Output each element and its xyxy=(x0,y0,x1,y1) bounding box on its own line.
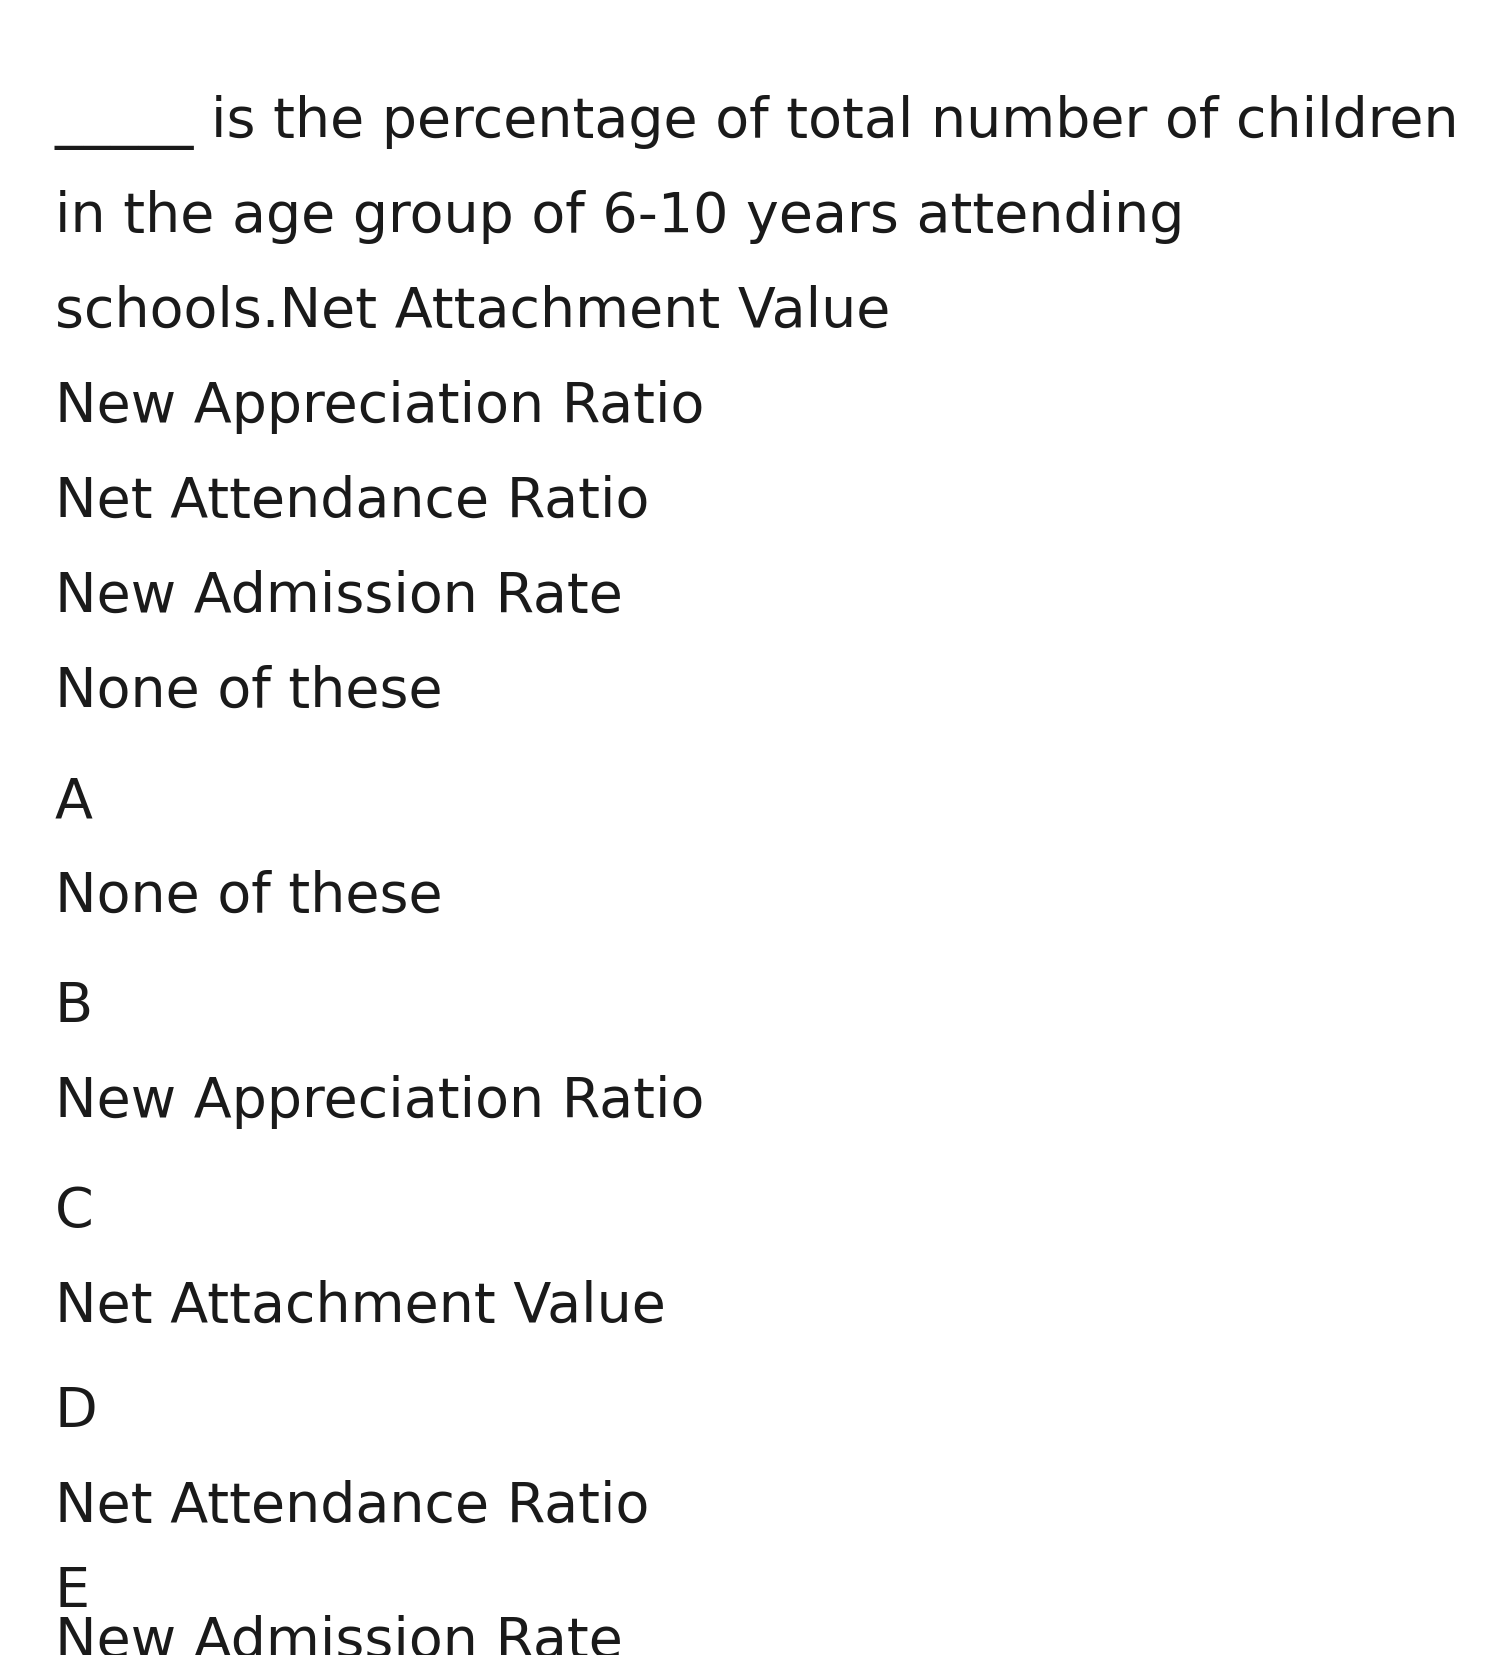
Text: A: A xyxy=(56,775,93,829)
Text: in the age group of 6-10 years attending: in the age group of 6-10 years attending xyxy=(56,190,1185,243)
Text: E: E xyxy=(56,1564,90,1619)
Text: B: B xyxy=(56,980,93,1033)
Text: New Admission Rate: New Admission Rate xyxy=(56,1614,622,1655)
Text: _____ is the percentage of total number of children: _____ is the percentage of total number … xyxy=(56,94,1460,151)
Text: Net Attachment Value: Net Attachment Value xyxy=(56,1279,666,1334)
Text: D: D xyxy=(56,1384,98,1438)
Text: schools.Net Attachment Value: schools.Net Attachment Value xyxy=(56,285,891,339)
Text: C: C xyxy=(56,1185,93,1238)
Text: New Admission Rate: New Admission Rate xyxy=(56,569,622,624)
Text: New Appreciation Ratio: New Appreciation Ratio xyxy=(56,1074,705,1129)
Text: Net Attendance Ratio: Net Attendance Ratio xyxy=(56,475,650,528)
Text: None of these: None of these xyxy=(56,869,442,923)
Text: None of these: None of these xyxy=(56,665,442,718)
Text: New Appreciation Ratio: New Appreciation Ratio xyxy=(56,379,705,434)
Text: Net Attendance Ratio: Net Attendance Ratio xyxy=(56,1480,650,1533)
